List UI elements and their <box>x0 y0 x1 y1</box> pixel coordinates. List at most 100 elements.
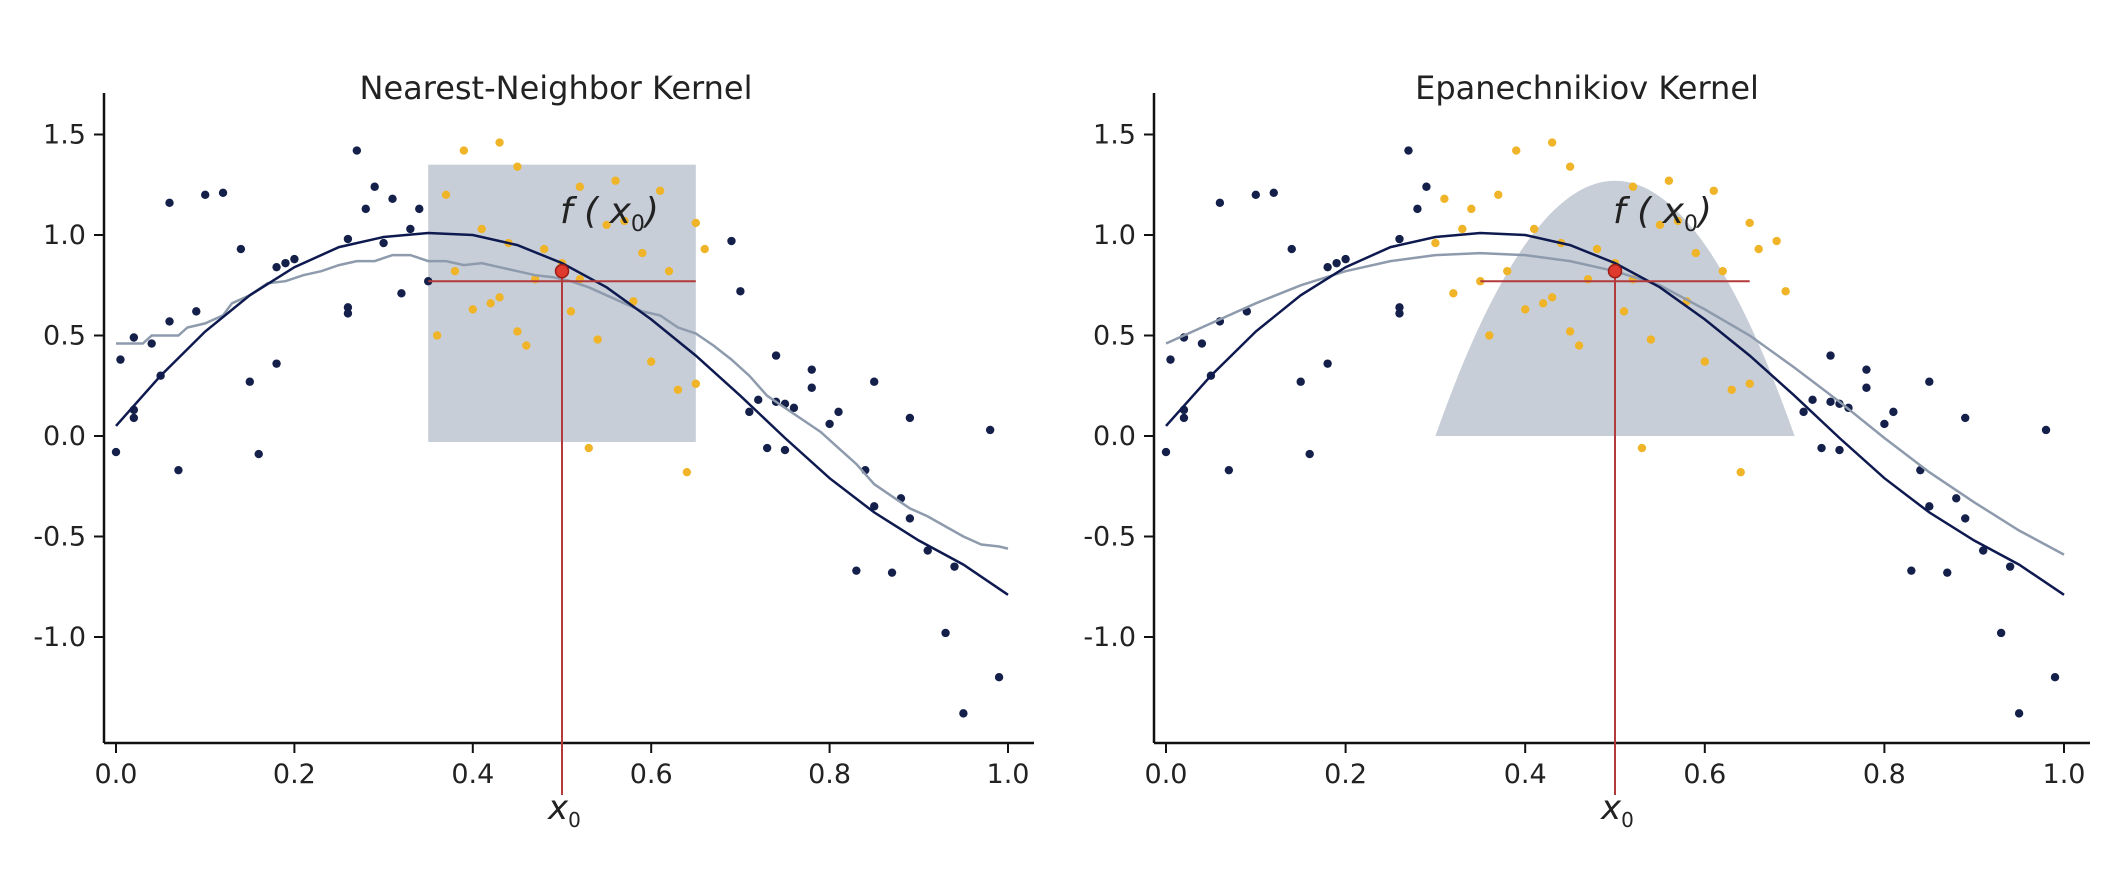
y-tick-label: -1.0 <box>33 622 86 653</box>
data-point-outside <box>1889 407 1898 417</box>
data-point-inside <box>1628 182 1638 191</box>
data-point-inside <box>1745 379 1754 388</box>
data-point-inside <box>1772 236 1781 246</box>
data-point-outside <box>905 514 915 523</box>
x-tick-label: 1.0 <box>987 759 1030 790</box>
data-point-inside <box>1754 244 1763 254</box>
y-tick-label: -0.5 <box>33 522 86 553</box>
data-point-outside <box>754 395 763 405</box>
data-point-outside <box>950 562 959 571</box>
data-point-outside <box>1907 566 1916 575</box>
data-point-inside <box>673 385 683 394</box>
data-point-inside <box>1646 335 1656 344</box>
x-tick-label: 0.0 <box>1145 759 1188 790</box>
data-point-outside <box>1296 377 1305 386</box>
data-point-inside <box>691 379 700 388</box>
data-point-inside <box>1494 190 1503 199</box>
data-point-outside <box>1323 262 1332 272</box>
data-point-inside <box>495 138 504 147</box>
data-point-inside <box>1431 238 1440 248</box>
data-point-outside <box>1395 234 1404 244</box>
x-tick-label: 0.6 <box>1683 759 1726 790</box>
data-point-outside <box>745 407 754 417</box>
data-point-inside <box>432 331 442 340</box>
panel-nearest-neighbor: Nearest-Neighbor Kernel 1.5 1.0 0.5 0.0 -0.5… <box>33 69 1034 832</box>
data-point-inside <box>539 244 549 254</box>
data-point-outside <box>2041 425 2051 435</box>
data-point-inside <box>1781 287 1790 296</box>
data-point-inside <box>1521 305 1530 314</box>
data-point-outside <box>1978 546 1988 555</box>
x0-label: x0 <box>1600 788 1634 832</box>
data-point-inside <box>593 335 602 344</box>
data-point-inside <box>566 307 576 316</box>
data-point-inside <box>459 146 469 155</box>
data-point-outside <box>1808 395 1817 405</box>
data-point-inside <box>1440 194 1449 204</box>
data-point-outside <box>727 236 736 246</box>
data-point-outside <box>1161 447 1171 457</box>
fx0-label: f ( x0) <box>1613 191 1712 237</box>
data-point-outside <box>1799 407 1808 417</box>
data-point-outside <box>1996 628 2006 638</box>
data-point-outside <box>1166 355 1175 364</box>
x0-label: x0 <box>547 788 581 832</box>
x-tick-label: 0.8 <box>808 759 851 790</box>
data-point-outside <box>1323 359 1332 368</box>
data-point-inside <box>1637 443 1647 453</box>
data-point-outside <box>352 146 362 155</box>
data-point-outside <box>994 673 1004 682</box>
data-point-outside <box>343 309 353 318</box>
target-point <box>554 263 570 279</box>
y-tick-label: 0.0 <box>43 421 86 452</box>
y-tick-label: 1.0 <box>43 220 86 251</box>
y-tick-label: -1.0 <box>1083 622 1136 653</box>
data-point-inside <box>1673 216 1683 226</box>
data-point-outside <box>1332 258 1341 268</box>
data-point-outside <box>2014 709 2024 718</box>
x-tick-label: 0.2 <box>273 759 316 790</box>
data-point-outside <box>165 198 174 208</box>
data-point-outside <box>361 204 370 214</box>
data-point-outside <box>1952 494 1961 503</box>
data-point-outside <box>1215 198 1225 208</box>
data-point-outside <box>379 238 388 248</box>
data-point-inside <box>486 299 495 308</box>
data-point-inside <box>575 182 585 191</box>
data-point-inside <box>691 218 700 228</box>
data-point-outside <box>1395 309 1404 318</box>
data-point-outside <box>807 365 816 374</box>
data-point-outside <box>1413 204 1422 214</box>
data-point-outside <box>165 317 174 326</box>
data-point-inside <box>1565 327 1575 336</box>
data-point-outside <box>1251 190 1261 199</box>
data-point-outside <box>129 333 139 342</box>
data-point-outside <box>887 568 897 577</box>
data-point-outside <box>343 234 353 244</box>
data-point-outside <box>1287 244 1296 254</box>
data-point-outside <box>218 188 228 197</box>
data-point-outside <box>870 502 879 511</box>
true-curve <box>115 231 1009 596</box>
data-point-outside <box>1880 419 1889 429</box>
data-point-outside <box>1817 443 1826 453</box>
x-tick-label: 0.4 <box>451 759 494 790</box>
data-point-inside <box>522 341 531 350</box>
chart-title: Nearest-Neighbor Kernel <box>360 69 753 107</box>
y-tick-label: 1.5 <box>1093 120 1136 151</box>
x-tick-label: 0.4 <box>1504 759 1547 790</box>
data-point-outside <box>1835 445 1844 455</box>
data-point-outside <box>1862 383 1871 392</box>
data-point-outside <box>116 355 125 364</box>
data-point-inside <box>450 266 460 276</box>
data-point-outside <box>1395 303 1404 312</box>
data-point-inside <box>584 443 593 453</box>
data-point-outside <box>272 262 281 272</box>
data-point-outside <box>780 445 790 455</box>
data-point-inside <box>1736 467 1745 477</box>
data-point-outside <box>192 307 201 316</box>
data-point-outside <box>771 351 781 360</box>
data-point-outside <box>343 303 353 312</box>
data-point-outside <box>254 449 263 459</box>
y-tick-label: 0.5 <box>43 321 86 352</box>
